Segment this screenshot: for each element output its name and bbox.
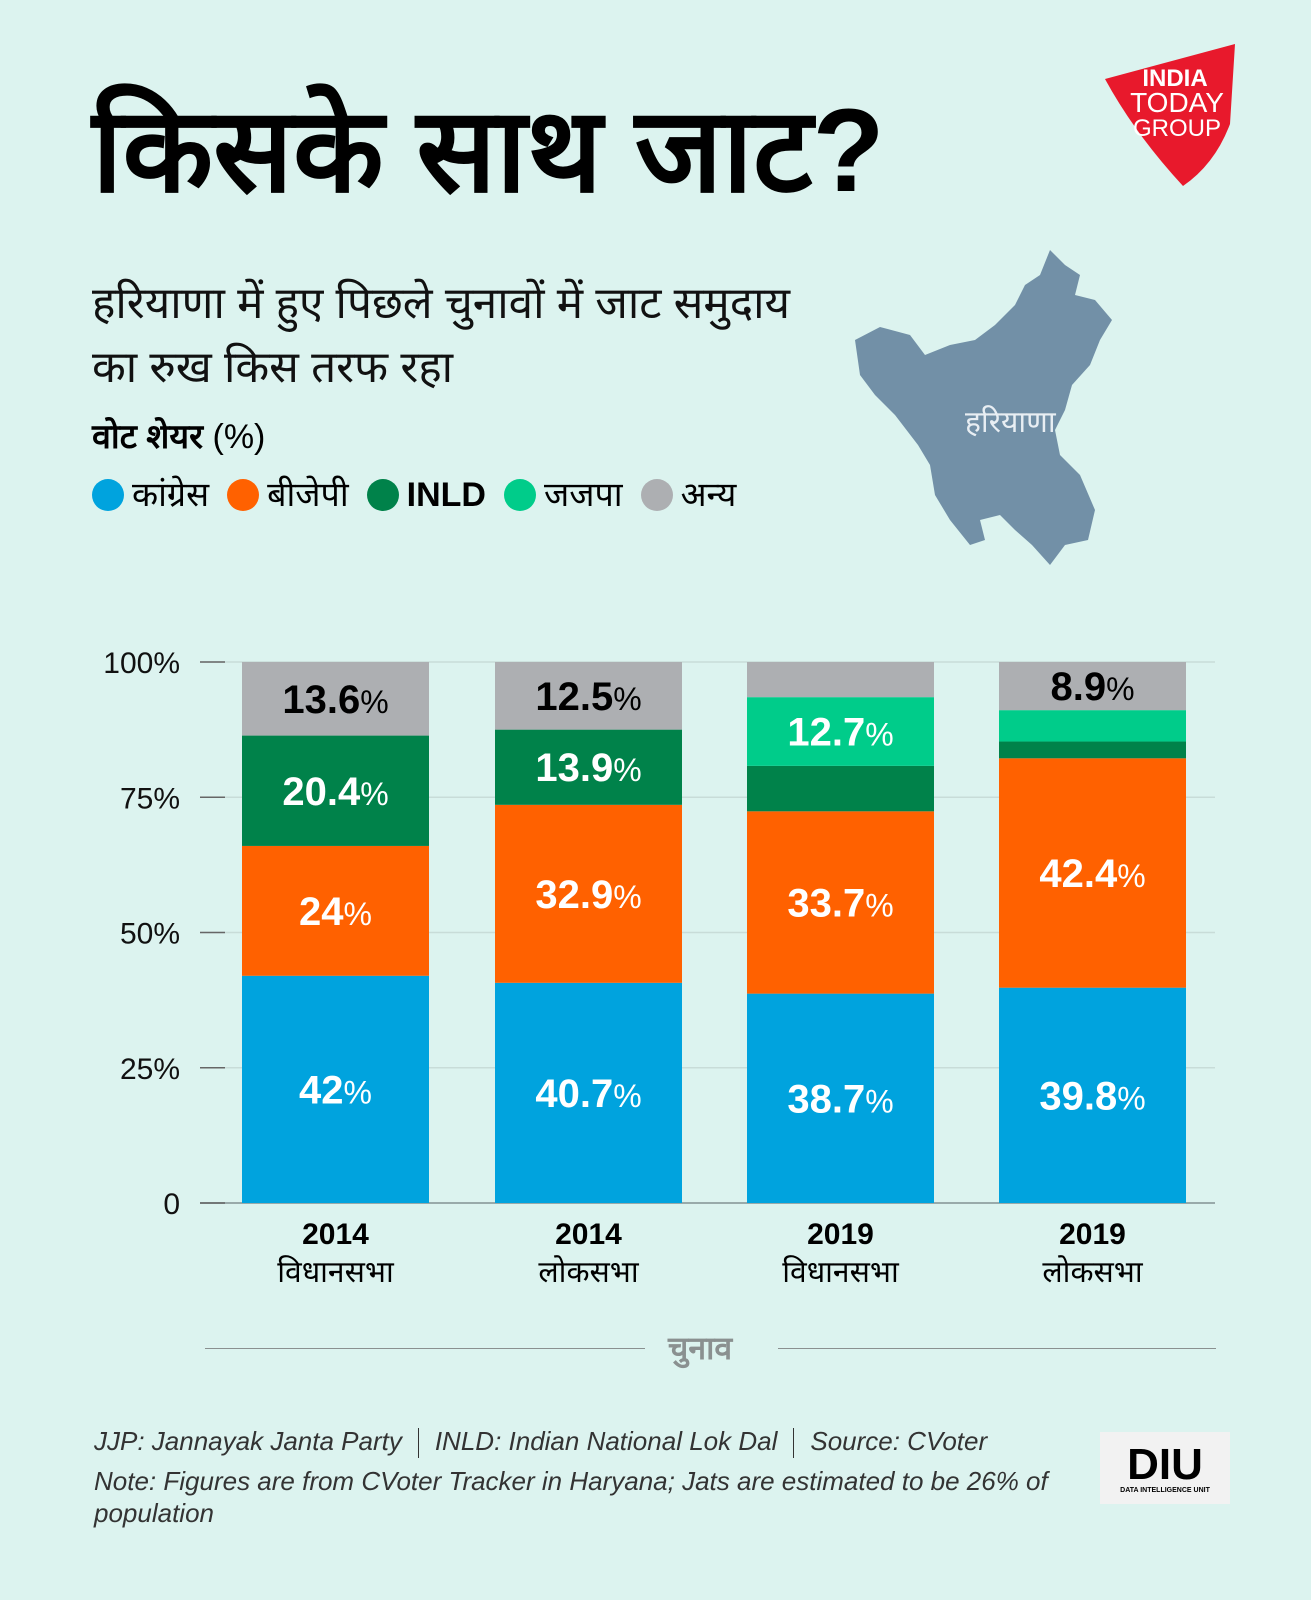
bar-segment [999,741,1186,759]
legend-swatch [366,479,399,511]
y-tick-label: 75% [120,782,180,815]
bar-segment [495,982,682,1203]
data-label: 40.7% [535,1072,641,1116]
haryana-map [855,250,1112,565]
india-today-logo: INDIA TODAY GROUP [1105,44,1235,186]
legend: कांग्रेस बीजेपी INLD जजपा अन्य [92,474,992,516]
data-label: 24% [299,890,372,934]
data-label: 42% [299,1068,372,1112]
svg-text:INDIA: INDIA [1142,65,1207,92]
legend-item: INLD [366,474,486,516]
bar-segment [747,993,934,1203]
bar-segment [242,662,429,736]
data-label: 13.6% [282,678,388,722]
bar-segment [242,975,429,1203]
bar-segment [495,662,682,730]
x-axis-title: चुनाव [668,1330,733,1366]
legend-label: कांग्रेस [132,476,210,514]
category-type: विधानसभा [277,1256,394,1289]
data-label: 33.7% [787,881,893,925]
subtitle: हरियाणा में हुए पिछले चुनावों में जाट सम… [92,279,791,392]
svg-text:TODAY: TODAY [1130,87,1224,118]
bar-segment [747,697,934,766]
x-category-label: 2019 विधानसभा [741,1216,941,1292]
bar-segment [999,758,1186,988]
data-label: 42.4% [1039,852,1145,896]
y-tick-label: 25% [120,1053,180,1086]
data-label: 39.8% [1039,1074,1145,1118]
bar-segment [999,710,1186,742]
svg-text:GROUP: GROUP [1133,115,1221,142]
page-title: किसके साथ जाट? [92,85,885,217]
data-label: 32.9% [535,873,641,917]
x-category-label: 2014 लोकसभा [489,1216,689,1292]
stacked-bar-chart: 0 25% 50% 75% 100% 42% 24% 20.4% 13.6% 40.7% 32.9%… [103,647,1215,1221]
header-block: हरियाणा में हुए पिछले चुनावों में जाट सम… [92,272,832,516]
data-label: 12.5% [535,675,641,719]
legend-item: बीजेपी [227,474,349,516]
y-tick-label: 100% [103,647,180,680]
data-label: 8.9% [1050,665,1134,709]
bar-segment [495,729,682,805]
bar-segment [747,765,934,812]
category-type: लोकसभा [1042,1256,1143,1289]
legend-item: जजपा [503,474,623,516]
x-axis-title-rule-right [778,1348,1216,1349]
data-label: 38.7% [787,1077,893,1121]
x-axis-title-rule-left [205,1348,645,1349]
legend-label: बीजेपी [267,476,349,514]
legend-swatch [92,479,124,511]
legend-label: जजपा [543,476,623,514]
bar-segment [747,811,934,994]
footer-definitions: JJP: Jannayak Janta Party INLD: Indian Na… [94,1425,987,1459]
data-label: 13.9% [535,746,641,790]
category-year: 2014 [555,1218,622,1251]
x-category-label: 2014 विधानसभा [236,1216,436,1292]
legend-label: INLD [406,476,486,514]
legend-label: अन्य [680,476,737,514]
legend-item: अन्य [640,474,737,516]
category-year: 2019 [1059,1218,1126,1251]
category-year: 2019 [807,1218,874,1251]
category-year: 2014 [302,1218,369,1251]
map-label: हरियाणा [965,406,1056,439]
bar-segment [999,987,1186,1203]
diu-logo: DIU DATA INTELLIGENCE UNIT [1100,1432,1230,1504]
legend-item: कांग्रेस [92,474,209,516]
data-label: 12.7% [787,711,893,755]
bar-segment [495,804,682,983]
y-tick-label: 0 [163,1188,180,1221]
bar-segment [999,662,1186,711]
footer-note: Note: Figures are from CVoter Tracker in… [94,1466,1048,1528]
category-type: लोकसभा [538,1256,639,1289]
legend-swatch [503,479,536,511]
y-axis-title: वोट शेयर (%) [92,418,266,456]
category-type: विधानसभा [782,1256,899,1289]
x-category-label: 2019 लोकसभा [993,1216,1193,1292]
legend-swatch [227,479,260,511]
bar-segment [242,845,429,976]
legend-swatch [640,479,673,511]
bar-segment [242,735,429,846]
data-label: 20.4% [282,770,388,814]
y-tick-label: 50% [120,918,180,951]
bar-segment [747,662,934,698]
